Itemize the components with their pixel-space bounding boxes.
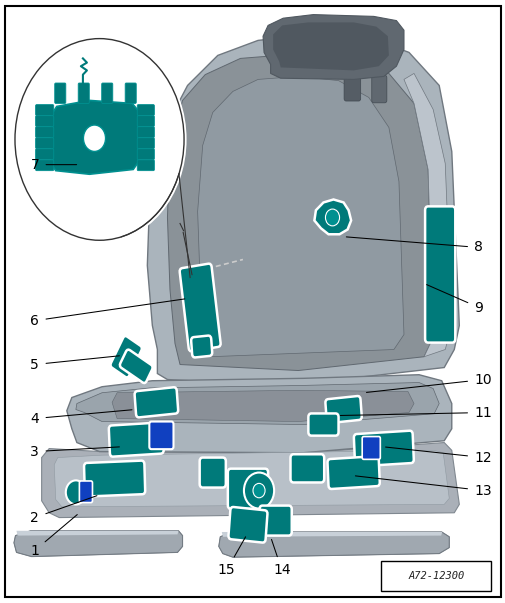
- Circle shape: [252, 484, 265, 497]
- FancyBboxPatch shape: [137, 160, 154, 171]
- Circle shape: [325, 209, 339, 226]
- FancyBboxPatch shape: [110, 336, 141, 377]
- FancyBboxPatch shape: [84, 461, 145, 496]
- Text: A72-12300: A72-12300: [407, 571, 464, 581]
- FancyBboxPatch shape: [191, 336, 212, 358]
- Text: 6: 6: [30, 299, 184, 327]
- Text: 15: 15: [217, 537, 245, 578]
- Polygon shape: [112, 390, 413, 421]
- FancyBboxPatch shape: [35, 105, 54, 115]
- FancyBboxPatch shape: [371, 75, 386, 103]
- FancyBboxPatch shape: [353, 431, 413, 466]
- Polygon shape: [17, 531, 178, 535]
- Circle shape: [66, 481, 86, 504]
- FancyBboxPatch shape: [179, 264, 220, 352]
- FancyBboxPatch shape: [137, 105, 154, 115]
- Text: 11: 11: [340, 406, 491, 420]
- Polygon shape: [76, 382, 438, 425]
- FancyBboxPatch shape: [227, 469, 268, 509]
- Polygon shape: [403, 74, 451, 357]
- FancyBboxPatch shape: [327, 456, 379, 489]
- Text: 4: 4: [30, 410, 132, 426]
- FancyBboxPatch shape: [35, 137, 54, 148]
- Text: 10: 10: [366, 373, 491, 393]
- Polygon shape: [263, 14, 403, 80]
- Circle shape: [83, 125, 106, 151]
- Polygon shape: [67, 374, 451, 453]
- Polygon shape: [197, 77, 403, 357]
- FancyBboxPatch shape: [137, 137, 154, 148]
- Text: 2: 2: [30, 496, 97, 525]
- Polygon shape: [273, 22, 388, 71]
- Circle shape: [243, 473, 274, 508]
- FancyBboxPatch shape: [308, 414, 338, 435]
- FancyBboxPatch shape: [259, 505, 291, 535]
- Text: 13: 13: [355, 476, 491, 497]
- Text: 1: 1: [30, 514, 77, 558]
- FancyBboxPatch shape: [199, 458, 225, 488]
- FancyBboxPatch shape: [35, 149, 54, 160]
- FancyBboxPatch shape: [149, 421, 173, 449]
- FancyBboxPatch shape: [35, 160, 54, 171]
- FancyBboxPatch shape: [228, 507, 267, 543]
- Polygon shape: [14, 531, 182, 557]
- FancyBboxPatch shape: [137, 149, 154, 160]
- Polygon shape: [218, 532, 448, 557]
- FancyBboxPatch shape: [35, 127, 54, 137]
- Polygon shape: [221, 532, 441, 537]
- FancyBboxPatch shape: [102, 83, 113, 104]
- Text: 8: 8: [345, 237, 482, 254]
- FancyBboxPatch shape: [343, 75, 360, 101]
- FancyBboxPatch shape: [79, 481, 92, 502]
- FancyBboxPatch shape: [137, 127, 154, 137]
- Polygon shape: [147, 34, 459, 385]
- Text: 12: 12: [385, 447, 491, 464]
- Text: 3: 3: [30, 444, 119, 458]
- FancyBboxPatch shape: [381, 561, 490, 591]
- Polygon shape: [314, 200, 350, 235]
- FancyBboxPatch shape: [35, 116, 54, 127]
- Text: 5: 5: [30, 356, 119, 371]
- Text: 14: 14: [271, 540, 290, 578]
- FancyBboxPatch shape: [125, 83, 136, 104]
- Polygon shape: [167, 54, 432, 370]
- FancyBboxPatch shape: [78, 83, 89, 104]
- FancyBboxPatch shape: [55, 83, 66, 104]
- Polygon shape: [52, 101, 138, 174]
- FancyBboxPatch shape: [120, 350, 153, 383]
- FancyBboxPatch shape: [134, 387, 178, 417]
- FancyBboxPatch shape: [325, 396, 361, 423]
- FancyBboxPatch shape: [109, 423, 163, 456]
- FancyBboxPatch shape: [137, 116, 154, 127]
- FancyBboxPatch shape: [362, 437, 380, 459]
- Polygon shape: [54, 450, 448, 507]
- Text: 7: 7: [30, 157, 76, 172]
- Polygon shape: [41, 443, 459, 517]
- Circle shape: [13, 36, 186, 243]
- FancyBboxPatch shape: [424, 206, 454, 343]
- FancyBboxPatch shape: [290, 454, 324, 482]
- Text: 9: 9: [426, 285, 482, 315]
